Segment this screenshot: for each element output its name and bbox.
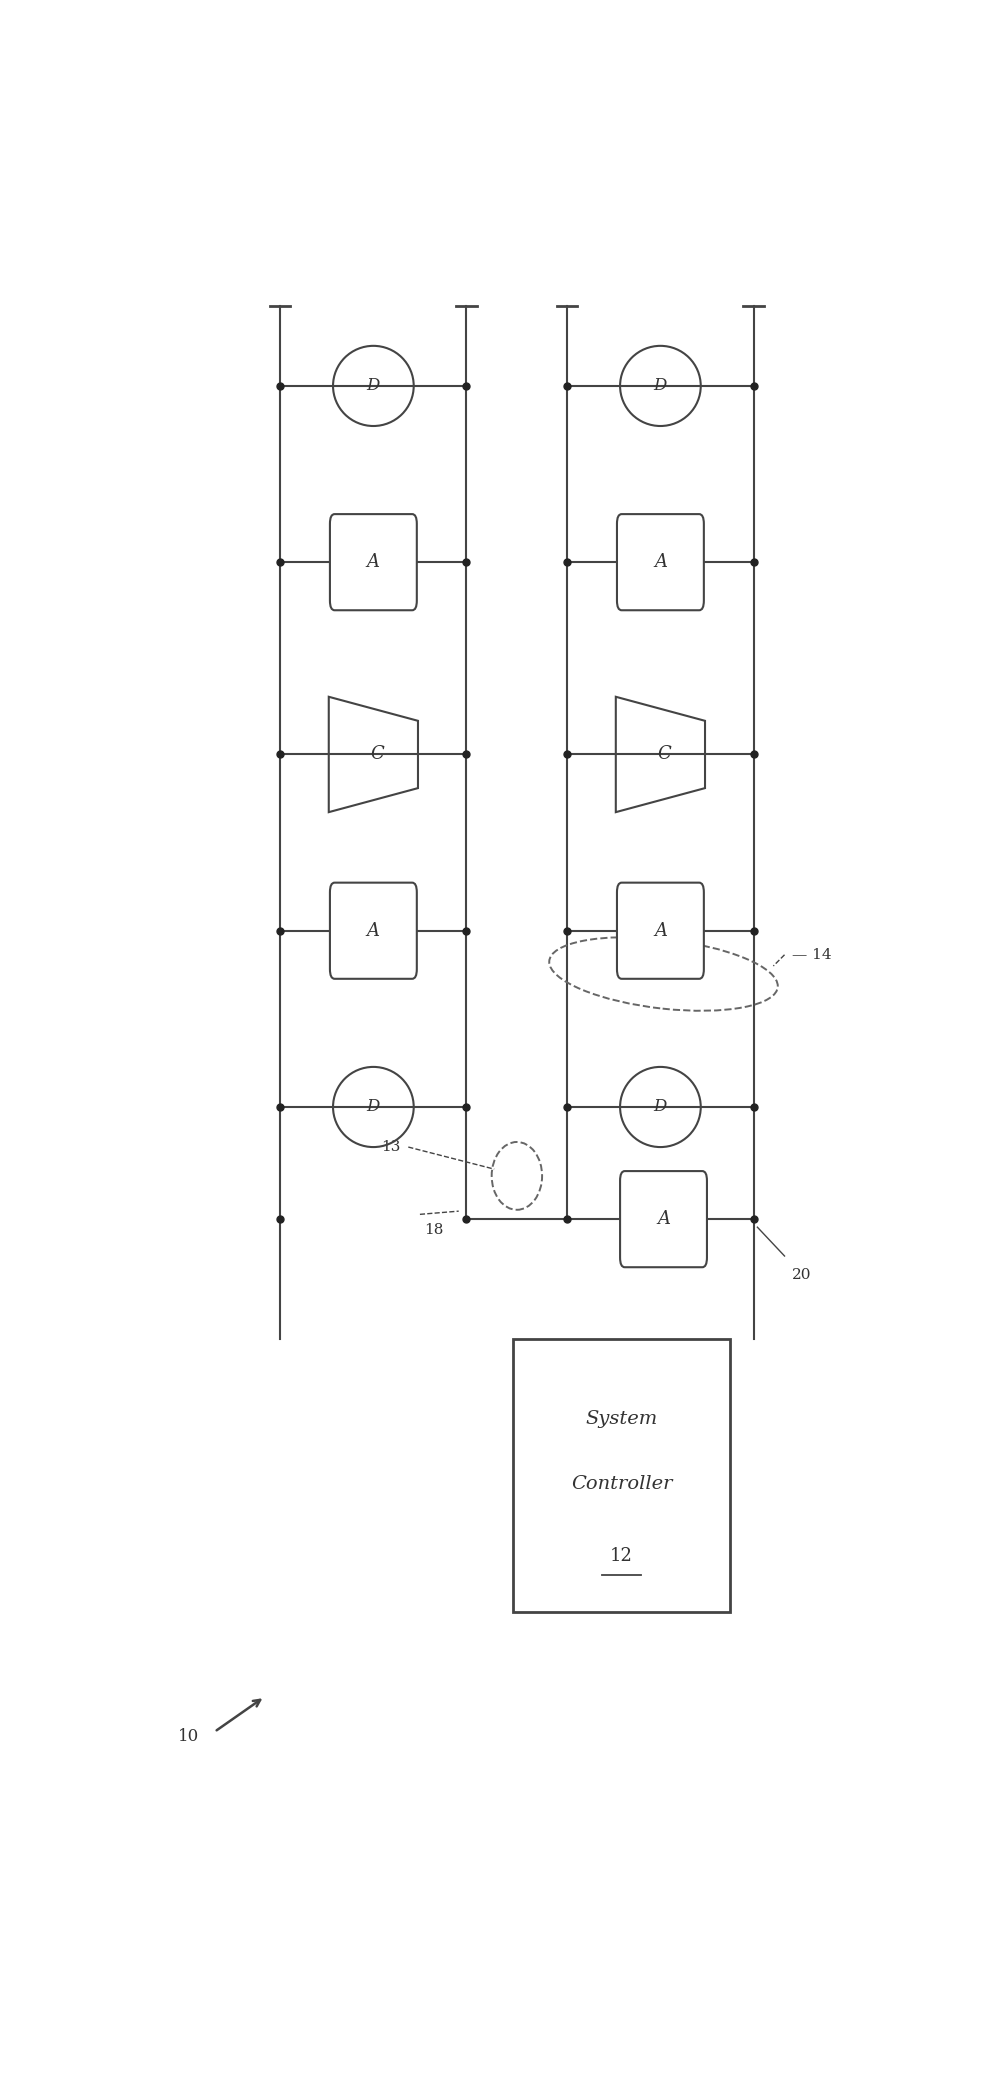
FancyBboxPatch shape bbox=[620, 1172, 707, 1267]
Text: C: C bbox=[658, 745, 671, 764]
FancyBboxPatch shape bbox=[330, 882, 416, 978]
Text: D: D bbox=[654, 377, 667, 395]
Text: Controller: Controller bbox=[571, 1475, 673, 1492]
Text: System: System bbox=[586, 1411, 658, 1428]
FancyBboxPatch shape bbox=[330, 514, 416, 610]
Text: 18: 18 bbox=[423, 1224, 443, 1238]
Text: D: D bbox=[366, 377, 380, 395]
Text: A: A bbox=[654, 922, 667, 941]
Text: D: D bbox=[654, 1099, 667, 1115]
Text: A: A bbox=[367, 554, 379, 570]
Text: A: A bbox=[654, 554, 667, 570]
Text: A: A bbox=[657, 1211, 670, 1228]
FancyBboxPatch shape bbox=[617, 514, 704, 610]
Text: C: C bbox=[370, 745, 384, 764]
Text: 10: 10 bbox=[177, 1727, 199, 1746]
Text: — 14: — 14 bbox=[793, 947, 832, 961]
Text: 13: 13 bbox=[381, 1140, 400, 1155]
Text: A: A bbox=[367, 922, 379, 941]
Text: D: D bbox=[366, 1099, 380, 1115]
Text: 12: 12 bbox=[611, 1546, 633, 1565]
FancyBboxPatch shape bbox=[514, 1340, 731, 1613]
FancyBboxPatch shape bbox=[617, 882, 704, 978]
Text: 20: 20 bbox=[793, 1267, 812, 1282]
